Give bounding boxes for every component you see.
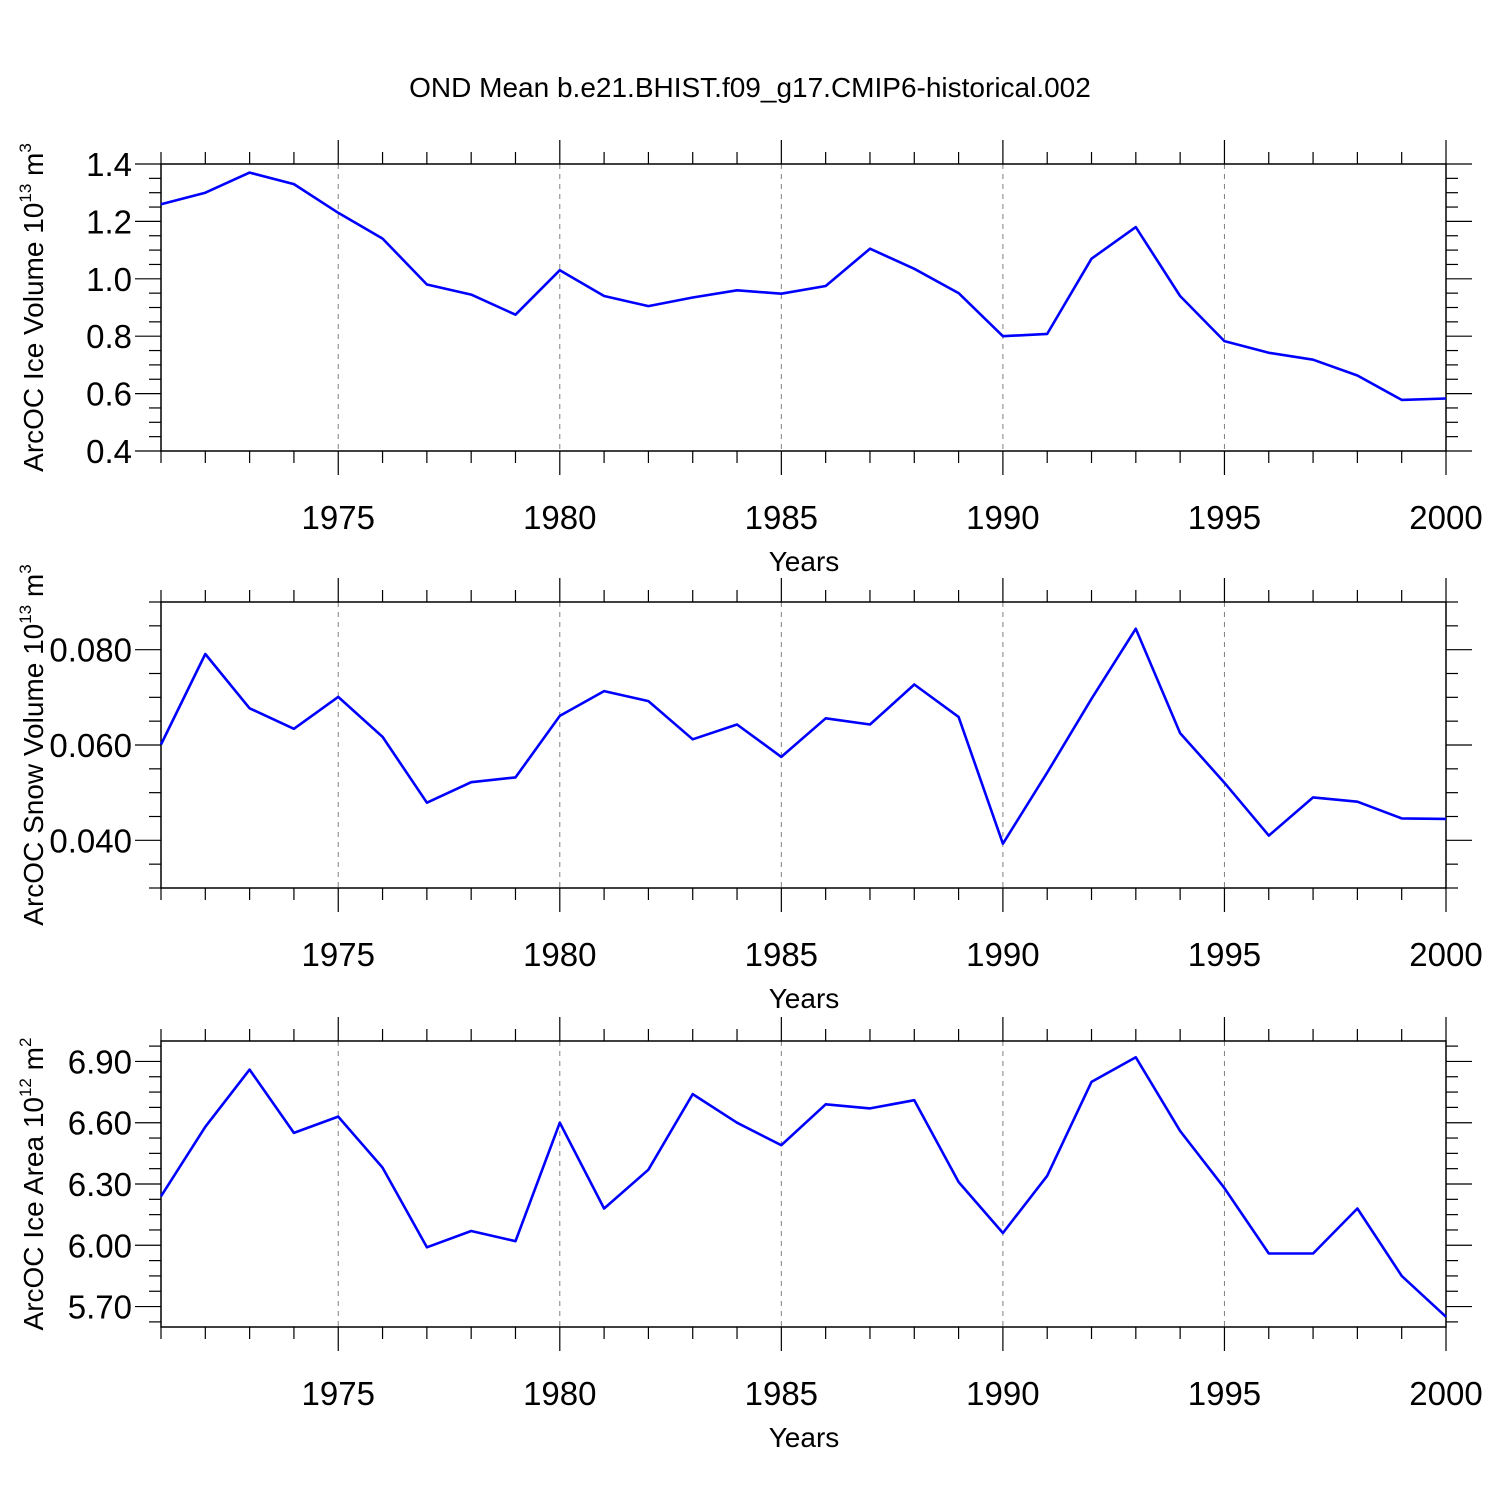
y-tick-label: 1.0 [86, 261, 132, 298]
chart-title: OND Mean b.e21.BHIST.f09_g17.CMIP6-histo… [409, 72, 1091, 103]
series-line [159, 627, 1447, 846]
x-tick-label: 1990 [966, 499, 1039, 536]
x-axis-label: Years [769, 546, 840, 577]
x-tick-label: 2000 [1409, 936, 1482, 973]
y-axis-label: ArcOC Snow Volume 1013 m3 [16, 564, 49, 925]
x-tick-label: 2000 [1409, 1375, 1482, 1412]
x-tick-label: 1975 [302, 499, 375, 536]
y-axis-label: ArcOC Ice Volume 1013 m3 [16, 143, 49, 472]
series-line [159, 1056, 1447, 1318]
y-tick-label: 0.6 [86, 376, 132, 413]
x-tick-label: 1975 [302, 936, 375, 973]
panels: 0.4 0.6 0.8 1.0 1.2 1.4 1975 1980 1985 1990 1995 20… [16, 140, 1483, 1453]
y-tick-label: 6.60 [68, 1105, 132, 1142]
y-tick-label: 1.4 [86, 146, 132, 183]
y-tick-label: 1.2 [86, 203, 132, 240]
x-tick-label: 1985 [745, 1375, 818, 1412]
x-axis-label: Years [769, 983, 840, 1014]
series-line [160, 171, 1447, 402]
x-tick-label: 1980 [523, 1375, 596, 1412]
x-tick-label: 2000 [1409, 499, 1482, 536]
x-tick-label: 1995 [1188, 499, 1261, 536]
panel-2: 0.040 0.060 0.080 1975 1980 1985 1990 1995 2000 Y… [16, 564, 1483, 1014]
y-tick-label: 0.040 [49, 822, 132, 859]
x-tick-label: 1990 [966, 936, 1039, 973]
panel-1: 0.4 0.6 0.8 1.0 1.2 1.4 1975 1980 1985 1990 1995 20… [16, 140, 1483, 577]
x-tick-label: 1980 [523, 936, 596, 973]
y-tick-label: 0.060 [49, 727, 132, 764]
x-tick-label: 1985 [745, 499, 818, 536]
y-tick-label: 6.00 [68, 1227, 132, 1264]
x-tick-label: 1975 [302, 1375, 375, 1412]
y-tick-label: 6.90 [68, 1043, 132, 1080]
y-tick-label: 0.4 [86, 433, 132, 470]
x-tick-label: 1980 [523, 499, 596, 536]
x-tick-label: 1985 [745, 936, 818, 973]
y-axis-label: ArcOC Ice Area 1012 m2 [16, 1038, 49, 1331]
y-tick-label: 0.080 [49, 632, 132, 669]
y-tick-label: 0.8 [86, 318, 132, 355]
y-tick-label: 6.30 [68, 1166, 132, 1203]
y-tick-label: 5.70 [68, 1289, 132, 1326]
x-tick-label: 1995 [1188, 1375, 1261, 1412]
x-tick-label: 1990 [966, 1375, 1039, 1412]
panel-3: 5.70 6.00 6.30 6.60 6.90 1975 1980 1985 1990 1995… [16, 1017, 1483, 1453]
x-axis-label: Years [769, 1422, 840, 1453]
x-tick-label: 1995 [1188, 936, 1261, 973]
